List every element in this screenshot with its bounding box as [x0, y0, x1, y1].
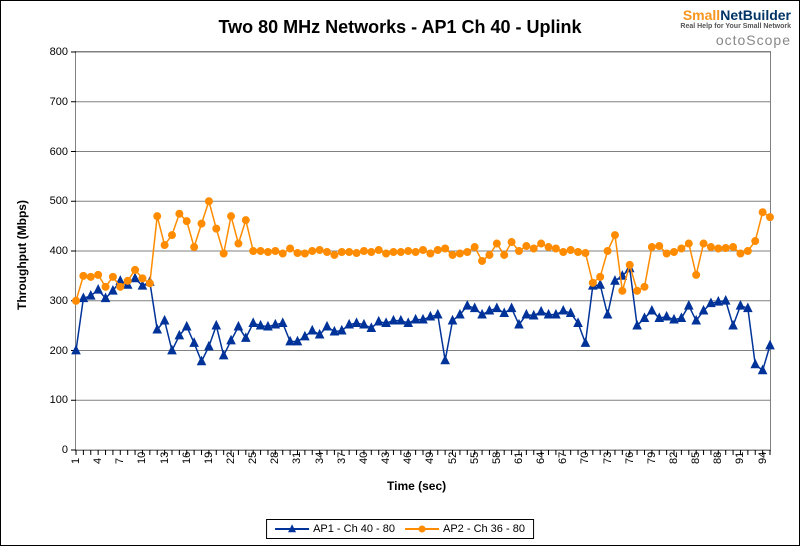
y-tick-label: 100 — [50, 394, 76, 406]
x-tick-label: 79 — [646, 452, 658, 464]
chart-frame: SmallNetBuilder Real Help for Your Small… — [0, 0, 800, 546]
x-tick-label: 52 — [447, 452, 459, 464]
x-tick-label: 67 — [557, 452, 569, 464]
x-tick-label: 25 — [247, 452, 259, 464]
x-tick-label: 64 — [535, 452, 547, 464]
circle-icon — [419, 526, 426, 533]
x-tick-label: 91 — [734, 452, 746, 464]
chart-title: Two 80 MHz Networks - AP1 Ch 40 - Uplink — [1, 17, 799, 38]
x-axis-label: Time (sec) — [387, 479, 446, 493]
x-tick-label: 61 — [513, 452, 525, 464]
x-tick-label: 55 — [469, 452, 481, 464]
y-tick-label: 400 — [50, 245, 76, 257]
x-tick-label: 28 — [269, 452, 281, 464]
y-axis-label: Throughput (Mbps) — [15, 200, 29, 310]
x-tick-label: 10 — [136, 452, 148, 464]
triangle-icon — [288, 524, 296, 532]
x-tick-label: 76 — [624, 452, 636, 464]
x-tick-label: 37 — [336, 452, 348, 464]
x-tick-label: 43 — [380, 452, 392, 464]
x-tick-label: 82 — [668, 452, 680, 464]
y-tick-label: 700 — [50, 96, 76, 108]
x-tick-label: 4 — [92, 458, 104, 464]
x-tick-label: 94 — [757, 452, 769, 464]
y-tick-label: 0 — [62, 444, 76, 456]
x-tick-label: 34 — [314, 452, 326, 464]
x-tick-label: 73 — [602, 452, 614, 464]
x-tick-label: 88 — [712, 452, 724, 464]
x-tick-label: 13 — [159, 452, 171, 464]
x-tick-label: 49 — [424, 452, 436, 464]
plot-area: 0100200300400500600700800147101316192225… — [75, 51, 771, 451]
x-tick-label: 16 — [181, 452, 193, 464]
x-tick-label: 19 — [203, 452, 215, 464]
y-tick-label: 600 — [50, 146, 76, 158]
legend-label: AP2 - Ch 36 - 80 — [443, 523, 525, 535]
legend-item: AP1 - Ch 40 - 80 — [275, 523, 395, 535]
x-tick-label: 31 — [291, 452, 303, 464]
y-tick-label: 200 — [50, 345, 76, 357]
x-tick-label: 46 — [402, 452, 414, 464]
x-tick-label: 7 — [114, 458, 126, 464]
x-tick-label: 58 — [491, 452, 503, 464]
x-tick-label: 22 — [225, 452, 237, 464]
legend-swatch — [405, 523, 439, 535]
legend-label: AP1 - Ch 40 - 80 — [313, 523, 395, 535]
x-tick-label: 1 — [70, 458, 82, 464]
y-tick-label: 500 — [50, 195, 76, 207]
chart-svg — [76, 52, 770, 450]
legend-swatch — [275, 523, 309, 535]
x-tick-label: 85 — [690, 452, 702, 464]
y-tick-label: 800 — [50, 46, 76, 58]
legend-item: AP2 - Ch 36 - 80 — [405, 523, 525, 535]
legend: AP1 - Ch 40 - 80 AP2 - Ch 36 - 80 — [266, 519, 534, 539]
x-tick-label: 70 — [579, 452, 591, 464]
x-tick-label: 40 — [358, 452, 370, 464]
y-tick-label: 300 — [50, 295, 76, 307]
